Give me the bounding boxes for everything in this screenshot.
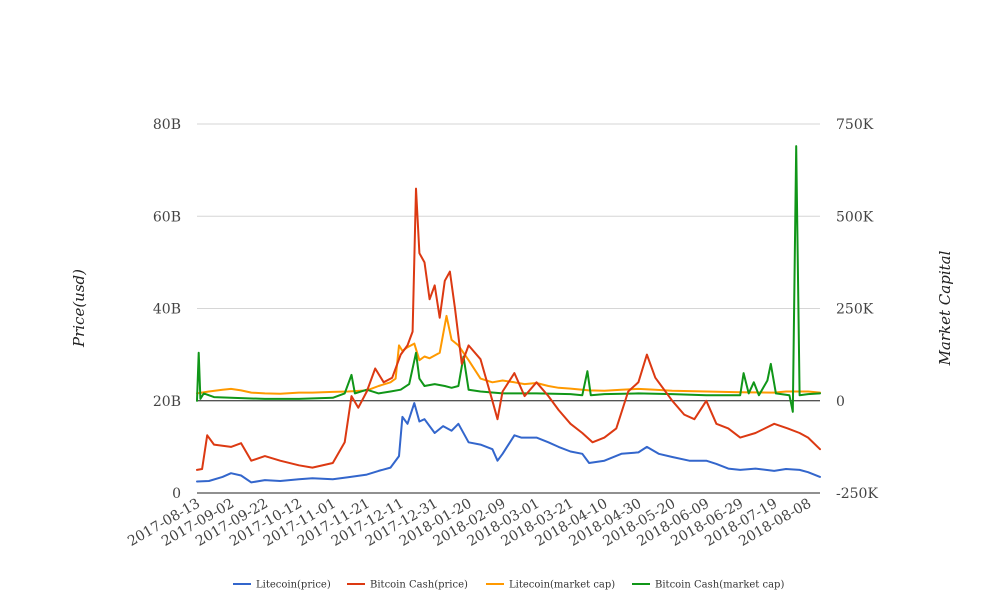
left-y-axis-title: Price(usd) bbox=[70, 269, 88, 348]
left-y-tick-label: 20B bbox=[153, 394, 181, 410]
series-line-bitcoin-cash-price bbox=[196, 187, 821, 471]
left-y-tick-label: 80B bbox=[153, 117, 181, 133]
series-line-bitcoin-cash-market-cap bbox=[196, 145, 821, 413]
right-y-axis-title: Market Capital bbox=[936, 250, 954, 366]
right-y-tick-label: 500K bbox=[836, 209, 874, 225]
right-y-axis-ticks: -250K 0 250K 500K 750K bbox=[836, 117, 878, 502]
left-y-tick-label: 60B bbox=[153, 209, 181, 225]
right-y-tick-label: 750K bbox=[836, 117, 874, 133]
right-y-tick-label: 0 bbox=[836, 394, 845, 410]
legend-label: Bitcoin Cash(market cap) bbox=[655, 580, 784, 591]
left-y-tick-label: 0 bbox=[172, 486, 181, 502]
legend-item[interactable]: Litecoin(price) bbox=[233, 580, 331, 591]
series-lines bbox=[196, 145, 821, 484]
left-y-axis-ticks: 0 20B 40B 60B 80B bbox=[153, 117, 181, 502]
legend-item[interactable]: Bitcoin Cash(price) bbox=[347, 580, 468, 591]
gridlines bbox=[197, 123, 820, 494]
legend-label: Bitcoin Cash(price) bbox=[370, 580, 468, 591]
legend: Litecoin(price) Bitcoin Cash(price) Liteco… bbox=[233, 580, 784, 591]
left-y-tick-label: 40B bbox=[153, 302, 181, 318]
legend-item[interactable]: Bitcoin Cash(market cap) bbox=[632, 580, 784, 591]
series-line-litecoin-price bbox=[196, 402, 821, 484]
legend-item[interactable]: Litecoin(market cap) bbox=[486, 580, 615, 591]
right-y-tick-label: -250K bbox=[836, 486, 878, 502]
legend-label: Litecoin(market cap) bbox=[509, 580, 615, 591]
x-axis-ticks: 2017-08-132017-09-022017-09-222017-10-12… bbox=[125, 496, 814, 550]
series-line-litecoin-market-cap bbox=[196, 314, 821, 395]
right-y-tick-label: 250K bbox=[836, 302, 874, 318]
legend-label: Litecoin(price) bbox=[256, 580, 331, 591]
